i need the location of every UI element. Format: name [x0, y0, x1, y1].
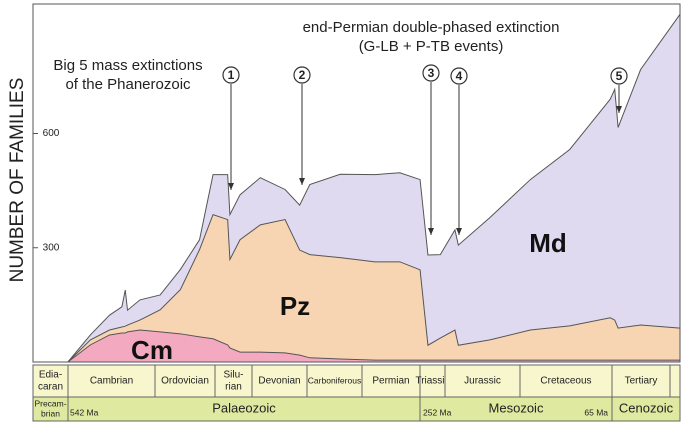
period-box [67, 364, 156, 398]
period-label: Silu- [223, 370, 243, 381]
period-box [611, 364, 671, 398]
age-label: 65 Ma [584, 407, 608, 417]
period-label: Ordovician [161, 376, 209, 387]
era-label: Mesozoic [489, 400, 544, 415]
period-label: Jurassic [464, 376, 501, 387]
period-box [444, 364, 521, 398]
age-label: 542 Ma [70, 407, 99, 417]
extinction-number: 3 [428, 66, 435, 80]
series-label: Pz [280, 291, 310, 321]
period-label: Carboniferous [308, 375, 361, 385]
period-box [419, 364, 446, 398]
series-label: Md [529, 228, 567, 258]
arrow-head [428, 228, 434, 235]
area [67, 330, 681, 362]
era-label: Cenozoic [619, 400, 674, 415]
annotation: of the Phanerozoic [65, 76, 191, 93]
period-box [154, 364, 216, 398]
period-label: Triassic [415, 376, 449, 387]
period-box [306, 364, 363, 398]
era-label: Palaeozoic [212, 400, 276, 415]
age-label: 252 Ma [423, 407, 452, 417]
y-tick-label: 600 [43, 128, 60, 139]
extinction-number: 4 [456, 69, 463, 83]
arrow-head [456, 228, 462, 235]
era-label: brian [41, 408, 60, 418]
arrow-head [228, 183, 234, 190]
period-label: Cretaceous [540, 376, 591, 387]
extinction-number: 5 [616, 69, 623, 83]
y-axis-label: NUMBER OF FAMILIES [7, 78, 28, 283]
era-box [611, 396, 681, 422]
period-label: Cambrian [90, 376, 133, 387]
area-line [67, 329, 680, 363]
extinction-circle [222, 66, 240, 84]
period-label: caran [38, 382, 63, 393]
extinction-circle [293, 66, 311, 84]
extinction-markers: 1 2 3 4 5 [222, 64, 628, 235]
area-line [67, 213, 681, 363]
annotation: (G-LB + P-TB events) [359, 38, 504, 55]
period-box [361, 364, 421, 398]
era-box [32, 396, 69, 422]
y-tick-label: 300 [43, 242, 60, 253]
era-label: Precam- [34, 398, 66, 408]
period-label: Permian [372, 376, 409, 387]
period-label: Devonian [258, 376, 300, 387]
extinction-circle [450, 67, 468, 85]
extinction-circle [610, 67, 628, 85]
extinction-number: 2 [299, 68, 306, 82]
annotation: end-Permian double-phased extinction [303, 19, 560, 36]
period-label: rian [225, 382, 242, 393]
period-label: Edia- [39, 370, 62, 381]
timescale: Edia-caran Cambrian Ordovician Silu-rian Dev… [32, 364, 681, 422]
period-label: Tertiary [625, 376, 658, 387]
area-line [67, 13, 681, 363]
area [67, 14, 681, 362]
series-label: Cm [131, 335, 173, 365]
arrow-head [616, 106, 622, 113]
plot-frame [32, 3, 681, 363]
area [67, 214, 681, 362]
extinction-circle [422, 64, 440, 82]
arrow-head [299, 178, 305, 185]
era-box [419, 396, 613, 422]
extinction-number: 1 [228, 68, 235, 82]
plot-area [33, 4, 681, 363]
period-box [251, 364, 308, 398]
annotation: Big 5 mass extinctions [53, 57, 202, 74]
era-box [67, 396, 421, 422]
